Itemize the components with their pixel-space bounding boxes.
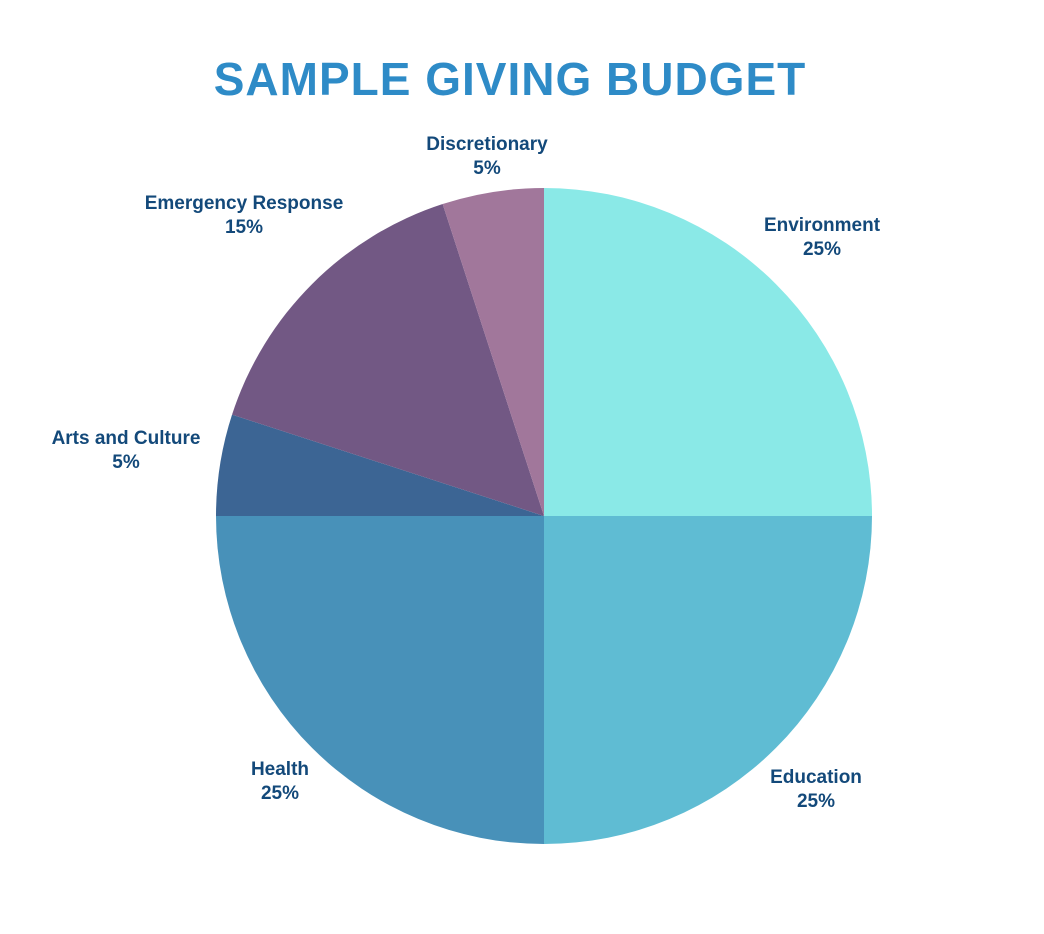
slice-label-arts-and-culture: Arts and Culture xyxy=(52,428,201,449)
slice-value-environment: 25% xyxy=(803,239,841,260)
slice-label-emergency-response: Emergency Response xyxy=(145,193,344,214)
slice-value-emergency-response: 15% xyxy=(225,217,263,238)
slice-label-education: Education xyxy=(770,767,862,788)
slice-value-education: 25% xyxy=(797,791,835,812)
slice-value-discretionary: 5% xyxy=(473,158,501,179)
pie-slice-arts-and-culture xyxy=(216,414,544,516)
pie-slice-education xyxy=(544,516,872,844)
pie-labels: Environment 25% Education 25% Health 25% Arts … xyxy=(52,134,881,812)
pie-slice-emergency-response xyxy=(232,204,544,516)
slice-label-environment: Environment xyxy=(764,215,881,236)
chart-title: SAMPLE GIVING BUDGET xyxy=(213,53,807,105)
slice-value-health: 25% xyxy=(261,783,299,804)
slice-label-health: Health xyxy=(251,759,309,780)
pie-slice-discretionary xyxy=(442,188,544,516)
pie-slice-environment xyxy=(544,188,872,516)
pie-slices xyxy=(216,188,872,844)
pie-slice-health xyxy=(216,516,544,844)
slice-label-discretionary: Discretionary xyxy=(426,134,548,155)
slice-value-arts-and-culture: 5% xyxy=(112,452,140,473)
